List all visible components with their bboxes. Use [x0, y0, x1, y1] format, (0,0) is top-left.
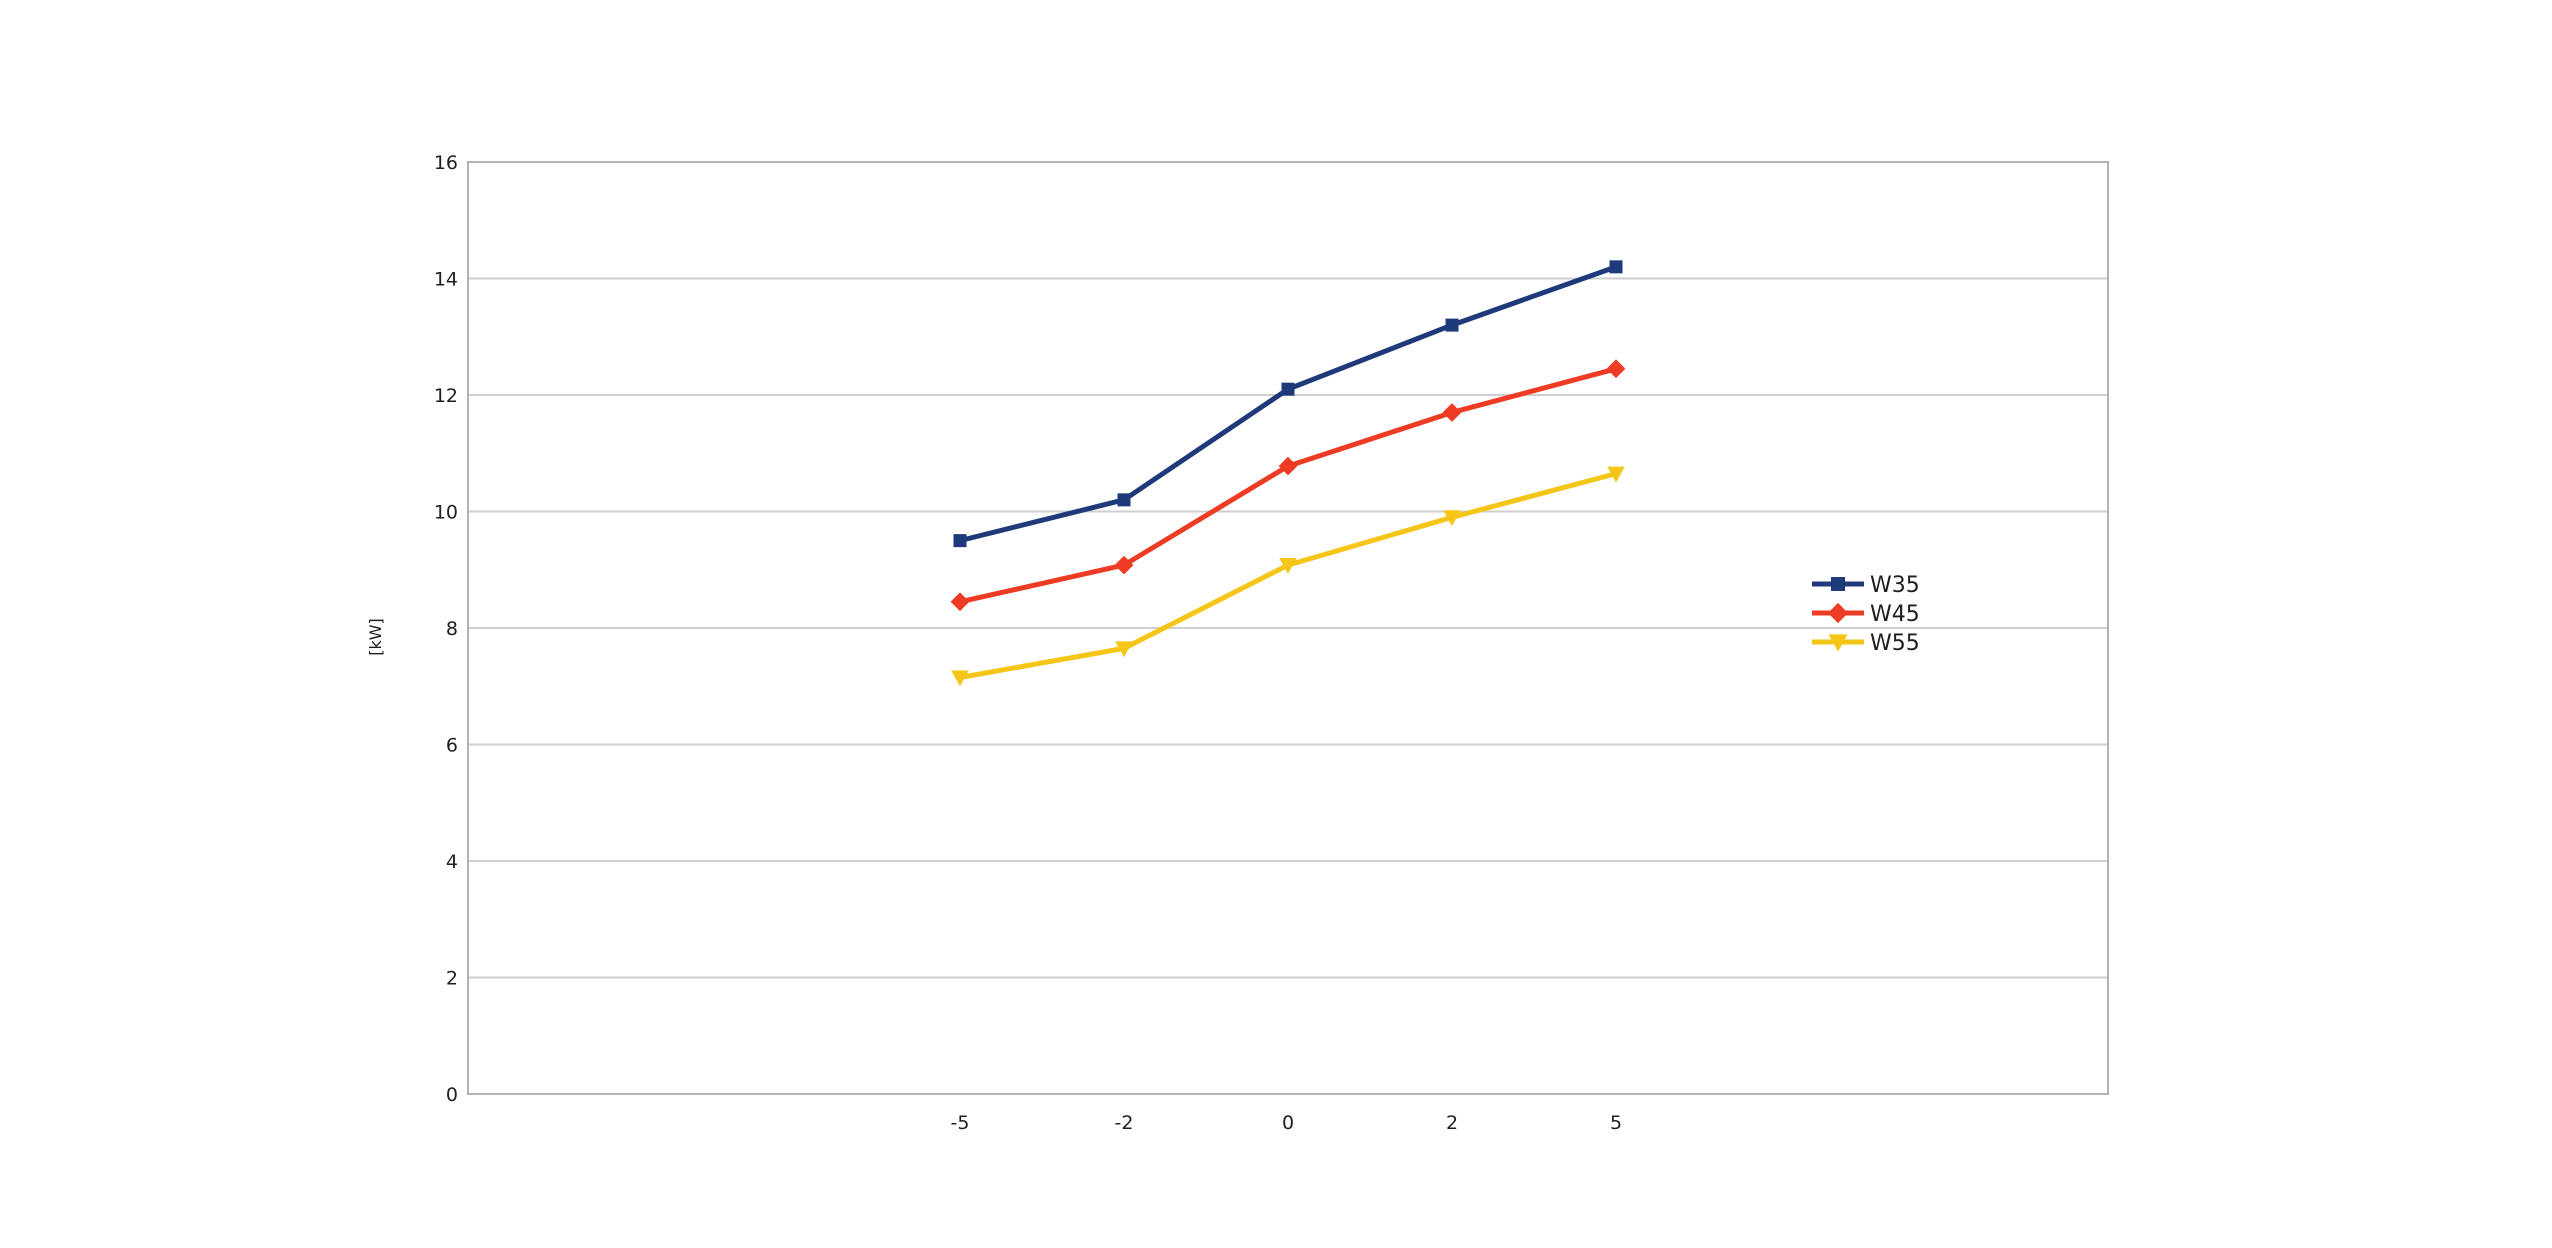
x-tick-label: -2 [1115, 1112, 1134, 1134]
y-axis-title: [kW] [366, 618, 385, 656]
legend-swatch-marker [1827, 602, 1849, 624]
data-point [1443, 510, 1461, 527]
series-group [950, 260, 1626, 687]
data-point [1279, 558, 1297, 574]
data-point [1114, 555, 1134, 575]
data-point [1117, 493, 1131, 507]
legend-label: W45 [1870, 602, 1920, 627]
series-w35 [953, 260, 1623, 548]
data-point [950, 592, 970, 612]
data-point [1607, 466, 1625, 483]
data-point [1442, 403, 1462, 422]
data-point [1445, 318, 1459, 332]
legend-label: W35 [1870, 573, 1920, 598]
y-axis-ticks: 0 2 4 6 8 10 12 14 16 [434, 152, 458, 1106]
x-axis-ticks: -5 -2 0 2 5 [951, 1112, 1623, 1134]
y-tick-label: 8 [446, 618, 458, 640]
legend: W35 W45 W55 [1812, 573, 1920, 656]
data-point [953, 534, 967, 548]
y-tick-label: 12 [434, 385, 458, 407]
y-tick-label: 2 [446, 968, 458, 990]
y-tick-label: 6 [446, 735, 458, 757]
legend-item: W35 [1812, 573, 1920, 598]
legend-label: W55 [1870, 631, 1920, 656]
y-tick-label: 10 [434, 502, 458, 524]
x-tick-label: -5 [951, 1112, 970, 1134]
data-point [1278, 456, 1298, 476]
y-tick-label: 4 [446, 851, 458, 873]
x-tick-label: 5 [1610, 1112, 1622, 1134]
data-point [1606, 359, 1626, 379]
legend-item: W55 [1812, 631, 1920, 656]
data-point [951, 670, 969, 687]
plot-area-frame [467, 161, 2109, 1095]
x-tick-label: 2 [1446, 1112, 1458, 1134]
legend-item: W45 [1812, 602, 1920, 627]
series-line [957, 471, 1619, 681]
legend-swatch-marker [1828, 634, 1848, 652]
y-tick-label: 0 [446, 1084, 458, 1106]
legend-swatch-marker [1831, 577, 1845, 591]
data-point [1115, 641, 1133, 658]
series-w55 [951, 466, 1625, 687]
x-tick-label: 0 [1282, 1112, 1294, 1134]
series-w45 [950, 359, 1626, 612]
data-point [1609, 260, 1623, 274]
y-tick-label: 14 [434, 269, 458, 291]
data-point [1281, 382, 1295, 396]
y-tick-label: 16 [434, 152, 458, 174]
